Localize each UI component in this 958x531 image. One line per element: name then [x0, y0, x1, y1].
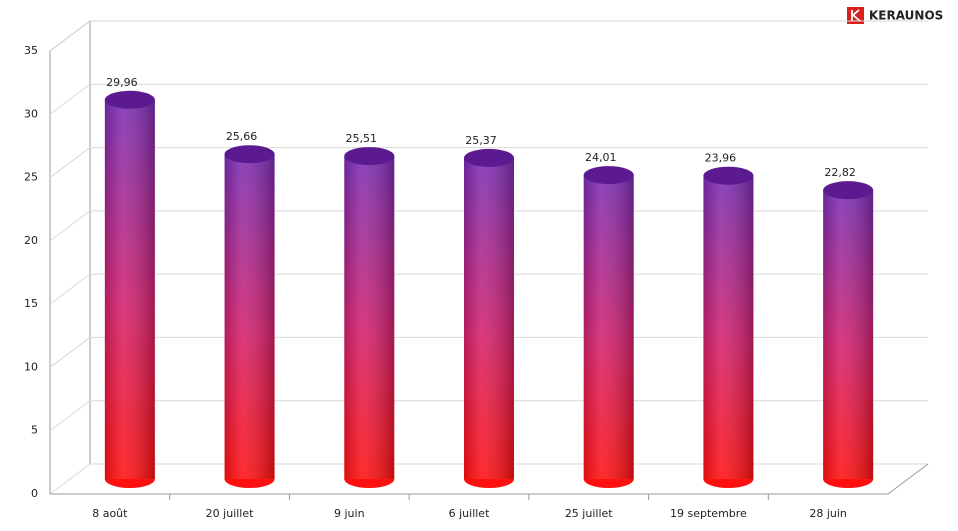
brand-name: KERAUNOS: [869, 9, 943, 23]
brand-logo: KERAUNOS: [847, 7, 943, 24]
y-tick-label: 0: [31, 487, 38, 500]
grid-line: [49, 83, 928, 115]
bar-shade: [823, 190, 874, 479]
value-label: 24,01: [585, 151, 617, 164]
bar-top: [703, 166, 754, 185]
y-tick-label: 25: [24, 171, 38, 184]
bar-shade: [224, 154, 275, 479]
grid-line: [49, 147, 928, 178]
value-label: 25,37: [465, 134, 497, 147]
floor: [50, 463, 929, 495]
y-tick-label: 5: [31, 424, 38, 437]
y-tick-label: 30: [24, 107, 38, 120]
grid-line: [49, 336, 928, 368]
value-label: 22,82: [824, 166, 856, 179]
bar-top: [583, 166, 634, 185]
x-tick-label: 25 juillet: [565, 507, 613, 520]
value-label: 25,51: [346, 132, 378, 145]
bar-shade: [104, 99, 155, 480]
y-tick-label: 10: [24, 360, 38, 373]
grid-line: [49, 273, 928, 305]
bar-top: [104, 90, 155, 109]
bar-shade: [464, 157, 514, 479]
bar-top: [344, 147, 395, 166]
grid-line: [49, 20, 928, 52]
x-tick-label: 19 septembre: [670, 507, 747, 520]
y-tick-label: 20: [24, 234, 38, 247]
y-tick-label: 15: [24, 297, 38, 310]
x-tick-label: 20 juillet: [206, 507, 254, 520]
back-wall-edge: [49, 20, 91, 494]
bar-shade: [703, 175, 754, 479]
value-label: 23,96: [705, 152, 737, 165]
value-label: 25,66: [226, 130, 258, 143]
bar-top: [823, 181, 874, 200]
y-tick-label: 35: [24, 44, 38, 57]
x-tick-label: 6 juillet: [449, 507, 490, 520]
bar-top: [224, 145, 275, 164]
grid-line: [49, 210, 928, 242]
bar-shade: [344, 156, 395, 480]
bar-shade: [583, 175, 634, 480]
x-tick-label: 28 juin: [809, 507, 847, 520]
value-label: 29,96: [106, 76, 138, 89]
x-tick-label: 9 juin: [334, 507, 365, 520]
grid-line: [49, 463, 928, 495]
bar-top: [464, 148, 514, 167]
grid-line: [49, 400, 928, 432]
x-tick-label: 8 août: [92, 507, 128, 520]
